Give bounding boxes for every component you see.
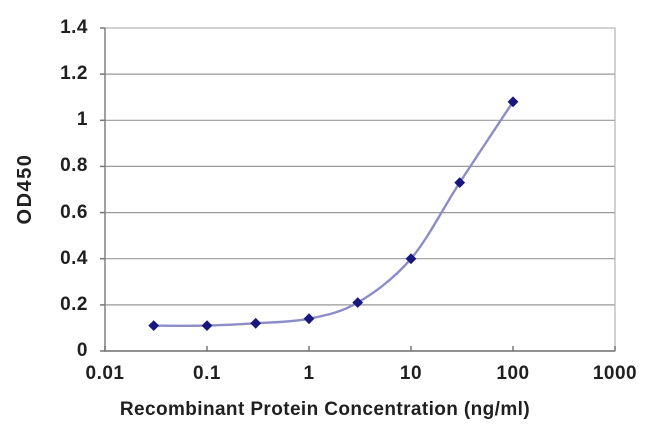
y-tick-label: 0 <box>76 340 88 361</box>
y-tick-label: 0.8 <box>60 155 88 177</box>
y-tick-label: 1.2 <box>60 63 88 85</box>
y-tick-label: 0.4 <box>60 247 88 269</box>
data-point-marker <box>405 253 417 265</box>
x-tick-label: 0.01 <box>85 363 125 384</box>
data-point-marker <box>303 313 315 325</box>
x-tick-label: 100 <box>496 363 530 384</box>
y-tick-label: 1 <box>76 109 88 131</box>
data-point-marker <box>250 317 262 329</box>
data-point-marker <box>507 96 519 108</box>
data-point-marker <box>454 177 466 188</box>
x-tick-label: 1000 <box>592 363 638 384</box>
data-point-marker <box>148 320 160 331</box>
data-point-marker <box>352 297 364 308</box>
data-series-line <box>153 101 515 327</box>
data-point-marker <box>201 320 213 331</box>
x-tick-label: 1 <box>303 363 315 384</box>
x-tick-label: 10 <box>399 363 423 384</box>
x-axis-title: Recombinant Protein Concentration (ng/ml… <box>119 399 531 420</box>
y-tick-label: 0.2 <box>60 293 88 315</box>
x-tick-label: 0.1 <box>193 363 221 384</box>
y-tick-label: 1.4 <box>60 17 88 38</box>
y-tick-label: 0.6 <box>60 201 88 223</box>
